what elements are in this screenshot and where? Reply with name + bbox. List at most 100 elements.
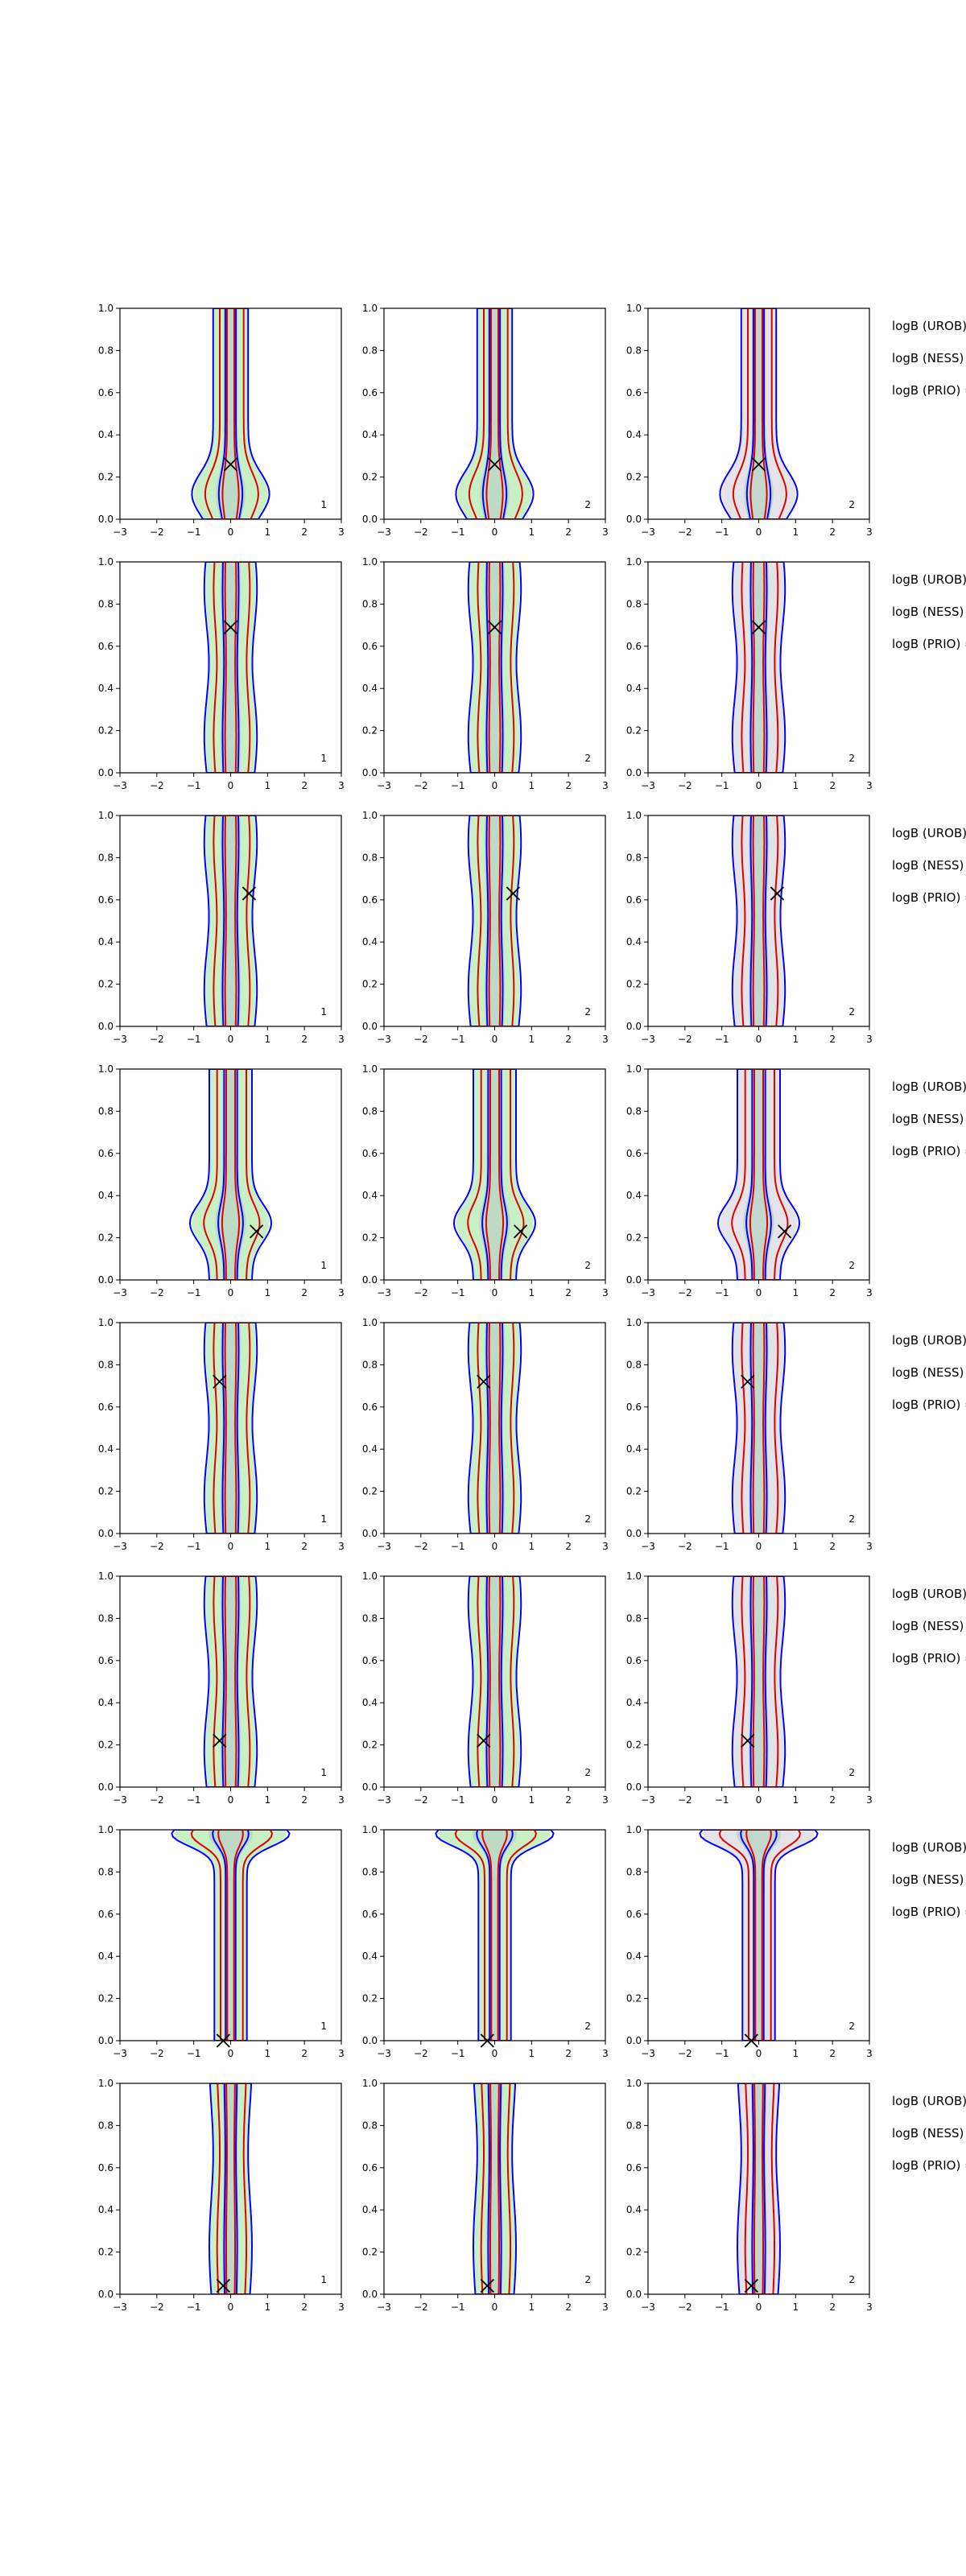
x-tick-label: −3 (113, 1541, 127, 1552)
x-tick-label: −3 (377, 1541, 391, 1552)
x-tick-label: 1 (793, 2048, 799, 2059)
x-tick-label: −3 (113, 780, 127, 791)
y-tick-label: 0.2 (98, 1740, 114, 1751)
y-tick-label: 1.0 (626, 1063, 642, 1075)
x-tick-label: −1 (187, 1541, 201, 1552)
contour-blue-outer (203, 1576, 258, 1787)
x-tick-label: −1 (715, 1541, 729, 1552)
contour-blue-outer (203, 1323, 258, 1534)
y-tick-label: 0.2 (626, 472, 642, 483)
x-tick-label: 3 (338, 1794, 345, 1806)
contour-red-inner (752, 562, 766, 773)
y-tick-label: 0.8 (98, 2120, 114, 2131)
x-tick-label: −3 (641, 2048, 655, 2059)
contour-blue-inner (745, 308, 772, 519)
x-tick-label: −2 (414, 1541, 428, 1552)
y-tick-label: 1.0 (98, 556, 114, 568)
panel-count-label: 2 (584, 2274, 591, 2285)
truth-marker (744, 2278, 758, 2293)
x-tick-label: 2 (829, 1034, 836, 1045)
panel-count-label: 2 (848, 499, 855, 510)
y-tick-label: 0.8 (362, 2120, 378, 2131)
y-tick-label: 0.6 (362, 387, 378, 398)
y-tick-label: 1.0 (98, 1317, 114, 1328)
x-tick-label: 3 (866, 1541, 873, 1552)
logb-label: logB (UROB) = (892, 572, 966, 587)
contour-red-outer (731, 1069, 789, 1280)
x-tick-label: −2 (150, 1794, 164, 1806)
contour-blue-outer (719, 308, 799, 519)
x-tick-label: 0 (756, 1541, 762, 1552)
contour-blue-outer (208, 2083, 253, 2294)
y-tick-label: 1.0 (98, 1063, 114, 1075)
y-tick-label: 0.4 (626, 2204, 642, 2215)
x-tick-label: 1 (529, 1034, 535, 1045)
side-text-r7: logB (UROB) = logB (NESS) = logB (PRIO) = (892, 1840, 966, 1919)
y-tick-label: 0.4 (362, 1190, 378, 1201)
x-tick-label: 0 (228, 1034, 234, 1045)
x-tick-label: 2 (301, 1034, 308, 1045)
x-tick-label: 2 (565, 1541, 572, 1552)
x-tick-label: −3 (377, 1794, 391, 1806)
y-tick-label: 0.8 (98, 345, 114, 356)
y-tick-label: 0.4 (98, 429, 114, 440)
x-tick-label: 2 (565, 2048, 572, 2059)
x-tick-label: −2 (678, 1034, 692, 1045)
y-tick-label: 0.8 (362, 1359, 378, 1370)
x-tick-label: −3 (641, 780, 655, 791)
contour-red-outer (477, 1576, 515, 1787)
x-tick-label: −2 (150, 780, 164, 791)
x-tick-label: 1 (265, 2048, 271, 2059)
x-tick-label: 1 (793, 526, 799, 538)
y-tick-label: 0.4 (98, 1697, 114, 1708)
contour-blue-outer (467, 815, 522, 1026)
x-tick-label: 3 (866, 1287, 873, 1298)
subplot-r2-c2: −3 −2 −1 0 1 2 3 0.0 0.2 0.4 0.6 0.8 1.0 2 (362, 556, 609, 791)
x-tick-label: 1 (793, 1034, 799, 1045)
y-tick-label: 0.0 (98, 1021, 114, 1032)
x-tick-label: 2 (829, 2301, 836, 2313)
y-tick-label: 0.8 (98, 852, 114, 863)
x-tick-label: 3 (602, 2301, 609, 2313)
y-tick-label: 0.0 (98, 767, 114, 778)
y-tick-label: 0.6 (362, 1402, 378, 1413)
x-tick-label: 2 (301, 2301, 308, 2313)
logb-label: logB (UROB) = (892, 1333, 966, 1348)
x-tick-label: 3 (602, 1541, 609, 1552)
y-tick-label: 0.2 (98, 1232, 114, 1244)
y-tick-label: 1.0 (362, 1824, 378, 1835)
y-tick-label: 1.0 (626, 303, 642, 314)
truth-marker (487, 620, 502, 634)
plot-area (473, 2083, 517, 2294)
x-tick-label: 0 (756, 1287, 762, 1298)
x-tick-label: 3 (338, 1287, 345, 1298)
contour-blue-inner (481, 308, 508, 519)
contour-red-inner (488, 562, 502, 773)
x-tick-label: 1 (265, 1287, 271, 1298)
contour-blue-inner (221, 815, 240, 1026)
x-tick-label: −2 (414, 1034, 428, 1045)
logb-label: logB (PRIO) = (892, 890, 966, 905)
y-tick-label: 1.0 (98, 810, 114, 821)
y-tick-label: 0.8 (626, 1359, 642, 1370)
y-tick-label: 0.4 (626, 1443, 642, 1455)
logb-label: logB (NESS) = (892, 2126, 966, 2140)
y-tick-label: 0.2 (626, 1993, 642, 2004)
logb-label: logB (PRIO) = (892, 383, 966, 398)
x-tick-label: 1 (529, 780, 535, 791)
x-tick-label: −1 (187, 526, 201, 538)
x-tick-label: 2 (565, 1287, 572, 1298)
y-tick-label: 0.2 (98, 725, 114, 737)
x-tick-label: 0 (228, 2301, 234, 2313)
x-tick-label: 2 (301, 780, 308, 791)
contour-blue-outer (716, 1069, 801, 1280)
panel-count-label: 2 (584, 1767, 591, 1778)
subplot-r4-c1: −3 −2 −1 0 1 2 3 0.0 0.2 0.4 0.6 0.8 1.0 1 (98, 1063, 345, 1298)
plot-area (171, 1830, 291, 2041)
y-tick-label: 0.4 (362, 936, 378, 947)
y-tick-label: 0.4 (626, 1190, 642, 1201)
x-tick-label: 2 (301, 526, 308, 538)
truth-marker (770, 886, 785, 901)
x-tick-label: −1 (451, 1794, 465, 1806)
contour-blue-inner (749, 1323, 768, 1534)
